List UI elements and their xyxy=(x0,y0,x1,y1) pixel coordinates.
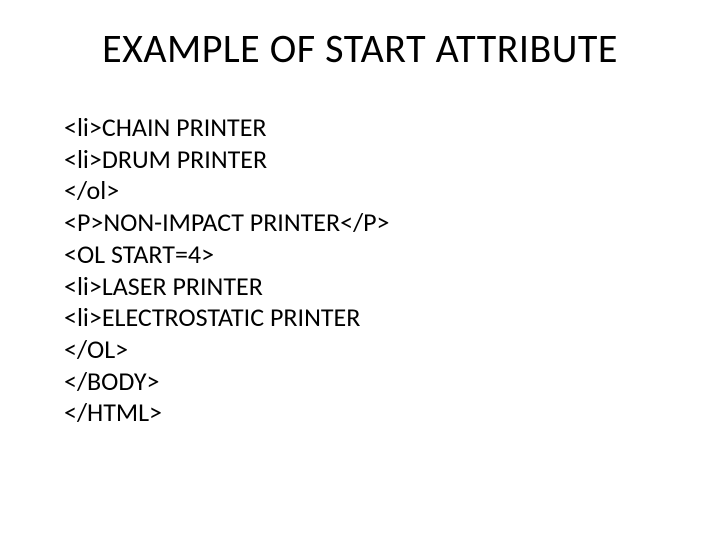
code-line: </OL> xyxy=(64,334,390,366)
slide-body: <li>CHAIN PRINTER <li>DRUM PRINTER </ol>… xyxy=(64,112,390,429)
code-line: <li>ELECTROSTATIC PRINTER xyxy=(64,302,390,334)
code-line: <P>NON-IMPACT PRINTER</P> xyxy=(64,207,390,239)
slide: EXAMPLE OF START ATTRIBUTE <li>CHAIN PRI… xyxy=(0,0,720,540)
code-line: </ol> xyxy=(64,175,390,207)
slide-title: EXAMPLE OF START ATTRIBUTE xyxy=(0,24,720,73)
code-line: <li>DRUM PRINTER xyxy=(64,144,390,176)
code-line: </BODY> xyxy=(64,366,390,398)
code-line: <li>CHAIN PRINTER xyxy=(64,112,390,144)
code-line: <OL START=4> xyxy=(64,239,390,271)
code-line: <li>LASER PRINTER xyxy=(64,271,390,303)
code-line: </HTML> xyxy=(64,397,390,429)
